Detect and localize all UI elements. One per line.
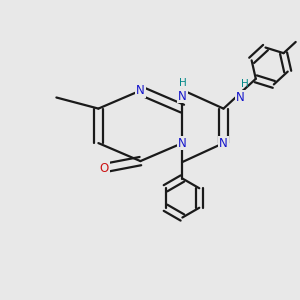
Text: H: H [241, 79, 248, 89]
Text: N: N [219, 136, 228, 150]
Text: N: N [136, 84, 145, 97]
Text: O: O [100, 161, 109, 175]
Text: N: N [178, 89, 187, 103]
Text: H: H [179, 78, 187, 88]
Text: N: N [178, 136, 187, 150]
Text: N: N [236, 91, 245, 104]
